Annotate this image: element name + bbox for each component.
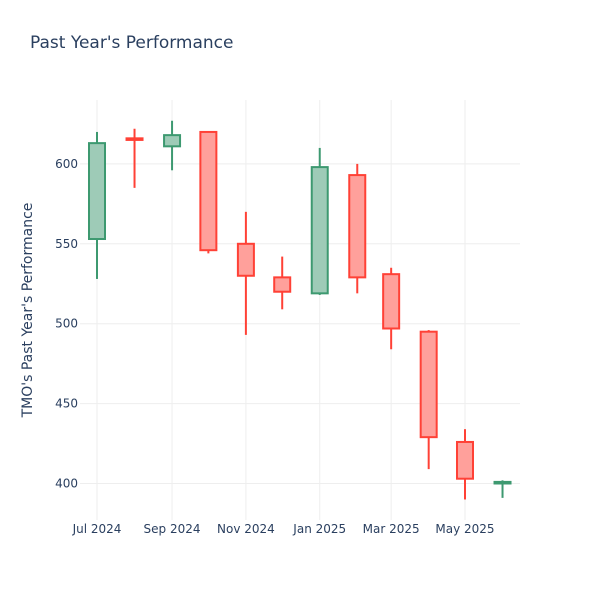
- candle-body: [125, 137, 144, 141]
- x-tick-label: Nov 2024: [217, 522, 275, 536]
- candle: [199, 130, 218, 254]
- y-tick-label: 500: [55, 317, 78, 331]
- grid-lines: [80, 100, 520, 520]
- candle-body: [382, 273, 401, 330]
- candle-body: [310, 166, 329, 295]
- candle: [456, 429, 474, 500]
- y-axis-title: TMO's Past Year's Performance: [20, 203, 36, 419]
- x-tick-label: Sep 2024: [144, 522, 201, 536]
- candle: [125, 128, 144, 188]
- candle-body: [88, 142, 106, 241]
- y-axis-ticks: 400 450 500 550 600: [55, 157, 78, 491]
- y-tick-label: 600: [55, 157, 78, 171]
- x-tick-label: Jan 2025: [292, 522, 346, 536]
- candle: [382, 267, 401, 350]
- candle-body: [236, 242, 255, 277]
- y-tick-label: 400: [55, 477, 78, 491]
- candle-body: [493, 480, 512, 485]
- candle: [310, 147, 329, 295]
- candle: [419, 330, 438, 470]
- x-tick-label: Mar 2025: [363, 522, 420, 536]
- x-axis-ticks: Jul 2024 Sep 2024 Nov 2024 Jan 2025 Mar 2025…: [72, 522, 495, 536]
- candle-body: [163, 134, 182, 148]
- candles: [88, 120, 512, 500]
- y-tick-label: 450: [55, 397, 78, 411]
- candle: [236, 211, 255, 335]
- candle-body: [273, 276, 292, 293]
- candle-body: [419, 330, 438, 439]
- candle: [493, 480, 512, 498]
- candle-body: [199, 130, 218, 252]
- x-tick-label: Jul 2024: [72, 522, 122, 536]
- y-tick-label: 550: [55, 237, 78, 251]
- x-tick-label: May 2025: [435, 522, 494, 536]
- candle-body: [456, 440, 474, 480]
- chart-title: Past Year's Performance: [30, 33, 234, 53]
- candle: [163, 120, 182, 171]
- candle: [273, 256, 292, 310]
- candle: [348, 163, 367, 294]
- candle-body: [348, 174, 367, 279]
- candle: [88, 131, 106, 279]
